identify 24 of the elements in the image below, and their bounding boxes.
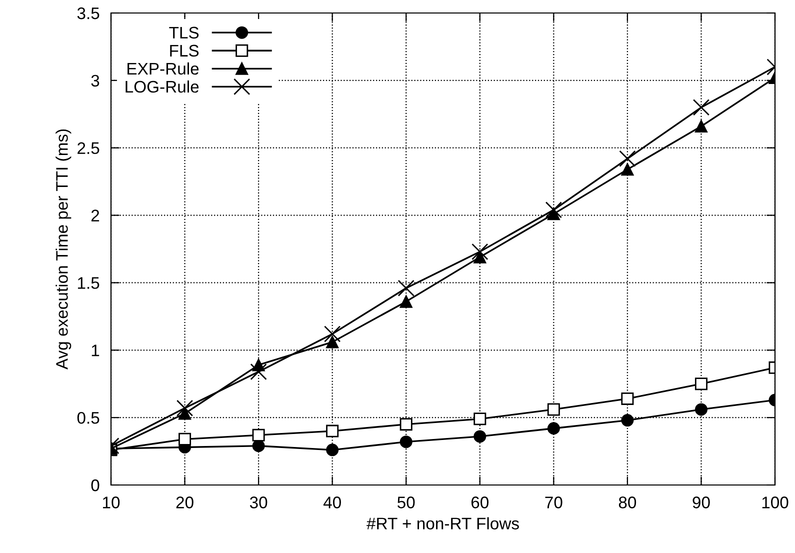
x-tick-label: 100: [762, 496, 788, 508]
x-axis-title: #RT + non-RT Flows: [366, 517, 519, 530]
x-tick-label: 70: [545, 496, 562, 508]
x-tick-label: 30: [250, 496, 268, 508]
y-tick-label: 0.5: [77, 412, 100, 424]
x-tick-label: 60: [471, 496, 489, 508]
legend-label: TLS: [169, 26, 199, 39]
legend-label: EXP-Rule: [128, 62, 199, 75]
x-tick-label: 10: [103, 496, 120, 508]
x-tick-label: 80: [618, 496, 636, 508]
y-tick-label: 3.5: [77, 7, 100, 20]
x-tick-label: 40: [323, 496, 341, 508]
legend-label: FLS: [170, 44, 199, 57]
x-tick-label: 90: [692, 496, 710, 508]
legend-label: LOG-Rule: [126, 80, 199, 93]
y-tick-label: 1: [92, 344, 100, 356]
x-tick-label: 20: [176, 496, 194, 508]
y-tick-label: 0: [91, 479, 100, 492]
y-axis-title: Avg execution Time per TTI (ms): [56, 129, 72, 370]
y-tick-label: 2: [91, 210, 100, 222]
y-tick-label: 2.5: [78, 142, 100, 154]
y-tick-label: 3: [91, 74, 100, 87]
y-tick-label: 1.5: [78, 277, 100, 289]
x-tick-label: 50: [398, 496, 415, 508]
